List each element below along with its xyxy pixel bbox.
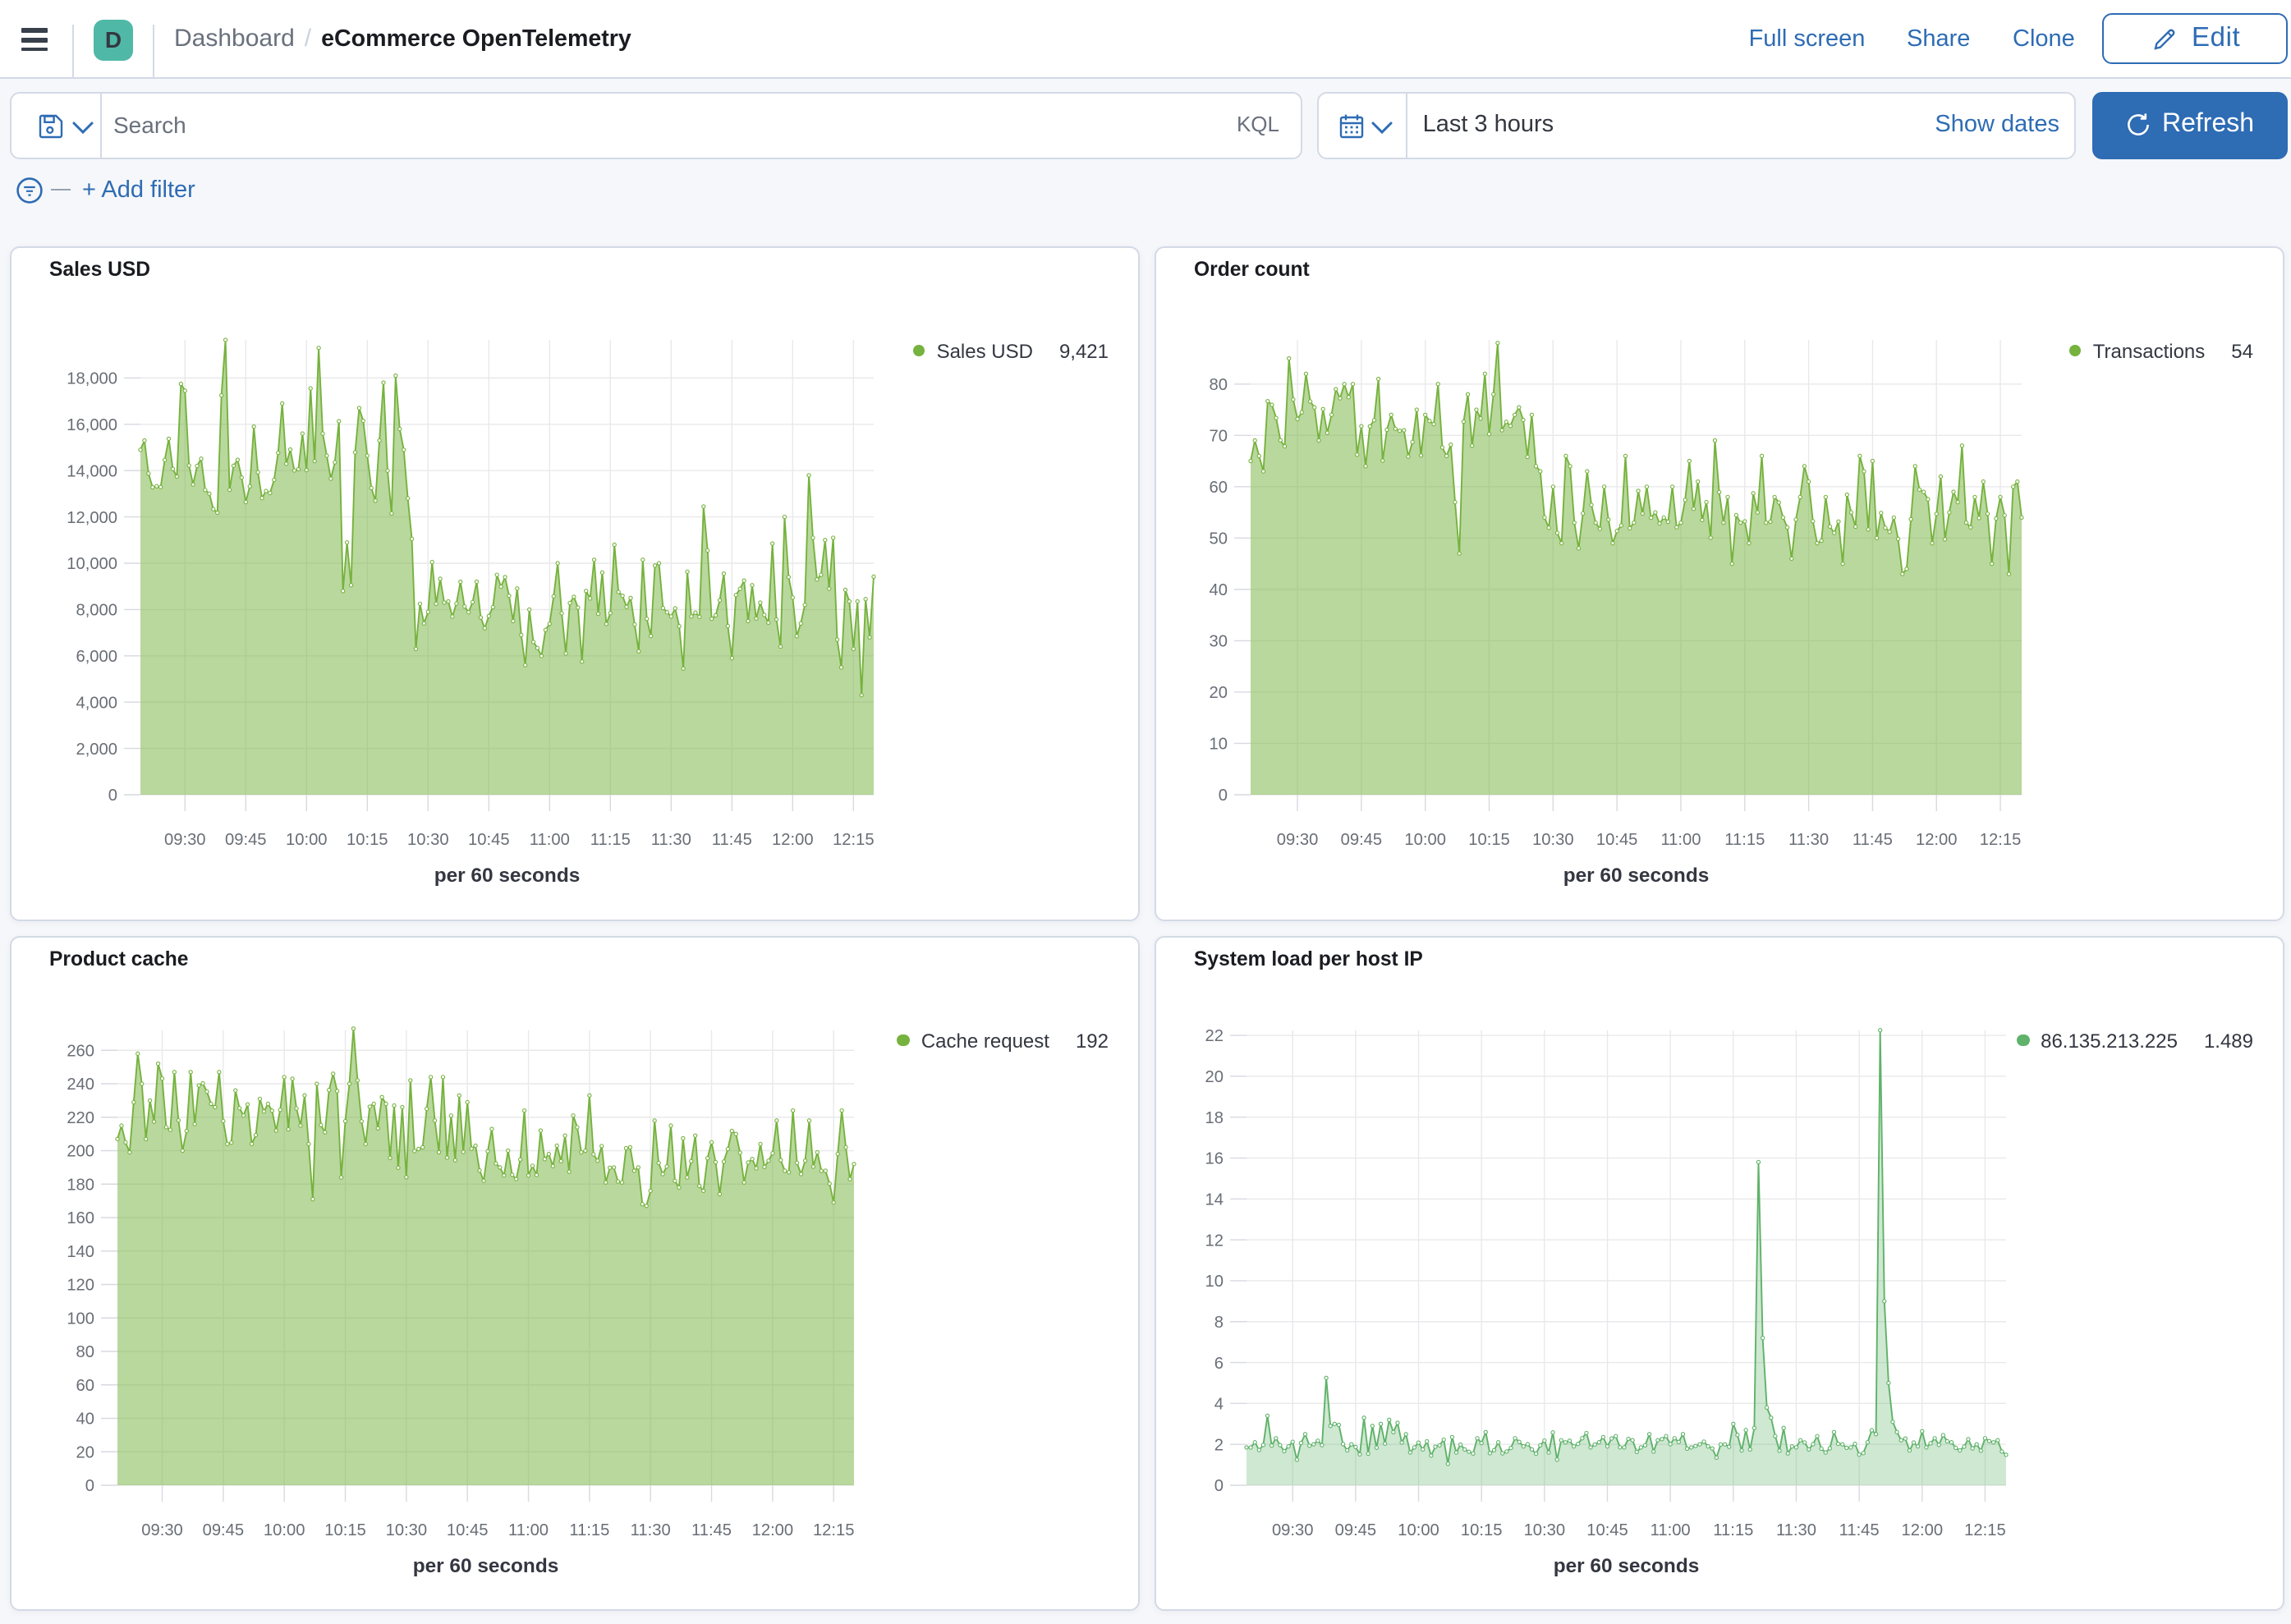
svg-text:10:00: 10:00 xyxy=(286,830,328,848)
svg-text:12,000: 12,000 xyxy=(67,508,117,526)
svg-text:per 60 seconds: per 60 seconds xyxy=(1554,1554,1700,1576)
svg-text:10:45: 10:45 xyxy=(447,1521,489,1539)
svg-text:12:00: 12:00 xyxy=(1916,830,1958,848)
svg-text:60: 60 xyxy=(1210,478,1228,496)
svg-text:11:00: 11:00 xyxy=(530,830,570,848)
svg-text:11:45: 11:45 xyxy=(1839,1521,1880,1539)
svg-text:240: 240 xyxy=(67,1075,94,1093)
svg-text:11:00: 11:00 xyxy=(1651,1521,1691,1539)
svg-text:220: 220 xyxy=(67,1108,94,1126)
svg-text:12:15: 12:15 xyxy=(1964,1521,2006,1539)
svg-text:per 60 seconds: per 60 seconds xyxy=(1563,864,1710,886)
svg-text:40: 40 xyxy=(1210,580,1228,599)
svg-text:20: 20 xyxy=(1210,683,1228,701)
svg-text:11:00: 11:00 xyxy=(508,1521,549,1539)
svg-text:0: 0 xyxy=(1219,786,1228,804)
svg-text:09:45: 09:45 xyxy=(1335,1521,1377,1539)
svg-text:11:15: 11:15 xyxy=(569,1521,609,1539)
svg-text:per 60 seconds: per 60 seconds xyxy=(434,864,581,886)
svg-text:80: 80 xyxy=(76,1342,94,1360)
svg-text:12:15: 12:15 xyxy=(833,830,875,848)
svg-text:12: 12 xyxy=(1205,1231,1224,1249)
svg-text:11:45: 11:45 xyxy=(691,1521,732,1539)
svg-text:4: 4 xyxy=(1214,1395,1224,1413)
svg-text:10:45: 10:45 xyxy=(1586,1521,1628,1539)
svg-text:6,000: 6,000 xyxy=(76,647,117,665)
svg-text:140: 140 xyxy=(67,1242,94,1260)
svg-text:10:45: 10:45 xyxy=(468,830,510,848)
svg-text:10:15: 10:15 xyxy=(324,1521,366,1539)
svg-text:12:00: 12:00 xyxy=(772,830,814,848)
svg-text:11:30: 11:30 xyxy=(651,830,691,848)
svg-text:11:15: 11:15 xyxy=(1713,1521,1753,1539)
svg-text:12:15: 12:15 xyxy=(813,1521,855,1539)
svg-text:10:30: 10:30 xyxy=(1524,1521,1566,1539)
svg-text:260: 260 xyxy=(67,1041,94,1059)
svg-text:12:00: 12:00 xyxy=(1902,1521,1944,1539)
svg-text:09:30: 09:30 xyxy=(141,1521,183,1539)
svg-text:10:15: 10:15 xyxy=(1468,830,1510,848)
svg-text:09:45: 09:45 xyxy=(1341,830,1383,848)
svg-text:30: 30 xyxy=(1210,632,1228,650)
svg-text:11:30: 11:30 xyxy=(1788,830,1829,848)
svg-text:10:45: 10:45 xyxy=(1596,830,1638,848)
svg-text:80: 80 xyxy=(1210,375,1228,393)
svg-text:10:00: 10:00 xyxy=(1404,830,1446,848)
svg-text:6: 6 xyxy=(1214,1354,1224,1372)
svg-text:10:15: 10:15 xyxy=(347,830,388,848)
svg-text:0: 0 xyxy=(108,786,117,804)
svg-text:11:30: 11:30 xyxy=(631,1521,671,1539)
svg-text:14,000: 14,000 xyxy=(67,461,117,479)
svg-text:11:30: 11:30 xyxy=(1776,1521,1816,1539)
svg-text:10:30: 10:30 xyxy=(386,1521,428,1539)
svg-text:11:15: 11:15 xyxy=(1724,830,1765,848)
svg-text:16: 16 xyxy=(1205,1149,1224,1168)
svg-text:09:30: 09:30 xyxy=(164,830,206,848)
svg-text:2,000: 2,000 xyxy=(76,740,117,758)
svg-text:14: 14 xyxy=(1205,1190,1224,1208)
svg-text:per 60 seconds: per 60 seconds xyxy=(413,1554,559,1576)
svg-text:4,000: 4,000 xyxy=(76,693,117,711)
svg-text:10:30: 10:30 xyxy=(1532,830,1574,848)
svg-text:200: 200 xyxy=(67,1142,94,1160)
svg-text:8: 8 xyxy=(1214,1313,1224,1331)
svg-text:20: 20 xyxy=(76,1443,94,1461)
svg-text:20: 20 xyxy=(1205,1067,1224,1085)
svg-text:10:00: 10:00 xyxy=(264,1521,305,1539)
svg-text:18: 18 xyxy=(1205,1108,1224,1126)
svg-text:0: 0 xyxy=(1214,1476,1224,1494)
svg-text:160: 160 xyxy=(67,1209,94,1227)
svg-text:16,000: 16,000 xyxy=(67,415,117,434)
svg-text:2: 2 xyxy=(1214,1435,1224,1453)
svg-text:09:45: 09:45 xyxy=(203,1521,245,1539)
svg-text:09:30: 09:30 xyxy=(1272,1521,1314,1539)
svg-text:10:15: 10:15 xyxy=(1461,1521,1503,1539)
svg-text:180: 180 xyxy=(67,1175,94,1193)
svg-text:12:15: 12:15 xyxy=(1980,830,2022,848)
svg-text:11:15: 11:15 xyxy=(590,830,631,848)
svg-text:11:45: 11:45 xyxy=(712,830,752,848)
svg-text:60: 60 xyxy=(76,1376,94,1394)
svg-text:10: 10 xyxy=(1210,735,1228,753)
svg-text:10: 10 xyxy=(1205,1272,1224,1290)
svg-text:50: 50 xyxy=(1210,530,1228,548)
svg-text:40: 40 xyxy=(76,1410,94,1428)
svg-text:11:45: 11:45 xyxy=(1853,830,1893,848)
svg-text:10:00: 10:00 xyxy=(1398,1521,1439,1539)
svg-text:120: 120 xyxy=(67,1276,94,1294)
svg-text:12:00: 12:00 xyxy=(752,1521,794,1539)
svg-text:100: 100 xyxy=(67,1309,94,1327)
svg-text:8,000: 8,000 xyxy=(76,601,117,619)
svg-text:70: 70 xyxy=(1210,427,1228,445)
svg-text:11:00: 11:00 xyxy=(1660,830,1701,848)
svg-text:18,000: 18,000 xyxy=(67,369,117,388)
svg-text:0: 0 xyxy=(85,1476,94,1494)
svg-text:10:30: 10:30 xyxy=(407,830,449,848)
svg-text:10,000: 10,000 xyxy=(67,554,117,572)
svg-text:09:30: 09:30 xyxy=(1277,830,1319,848)
svg-text:22: 22 xyxy=(1205,1026,1224,1044)
svg-text:09:45: 09:45 xyxy=(225,830,267,848)
